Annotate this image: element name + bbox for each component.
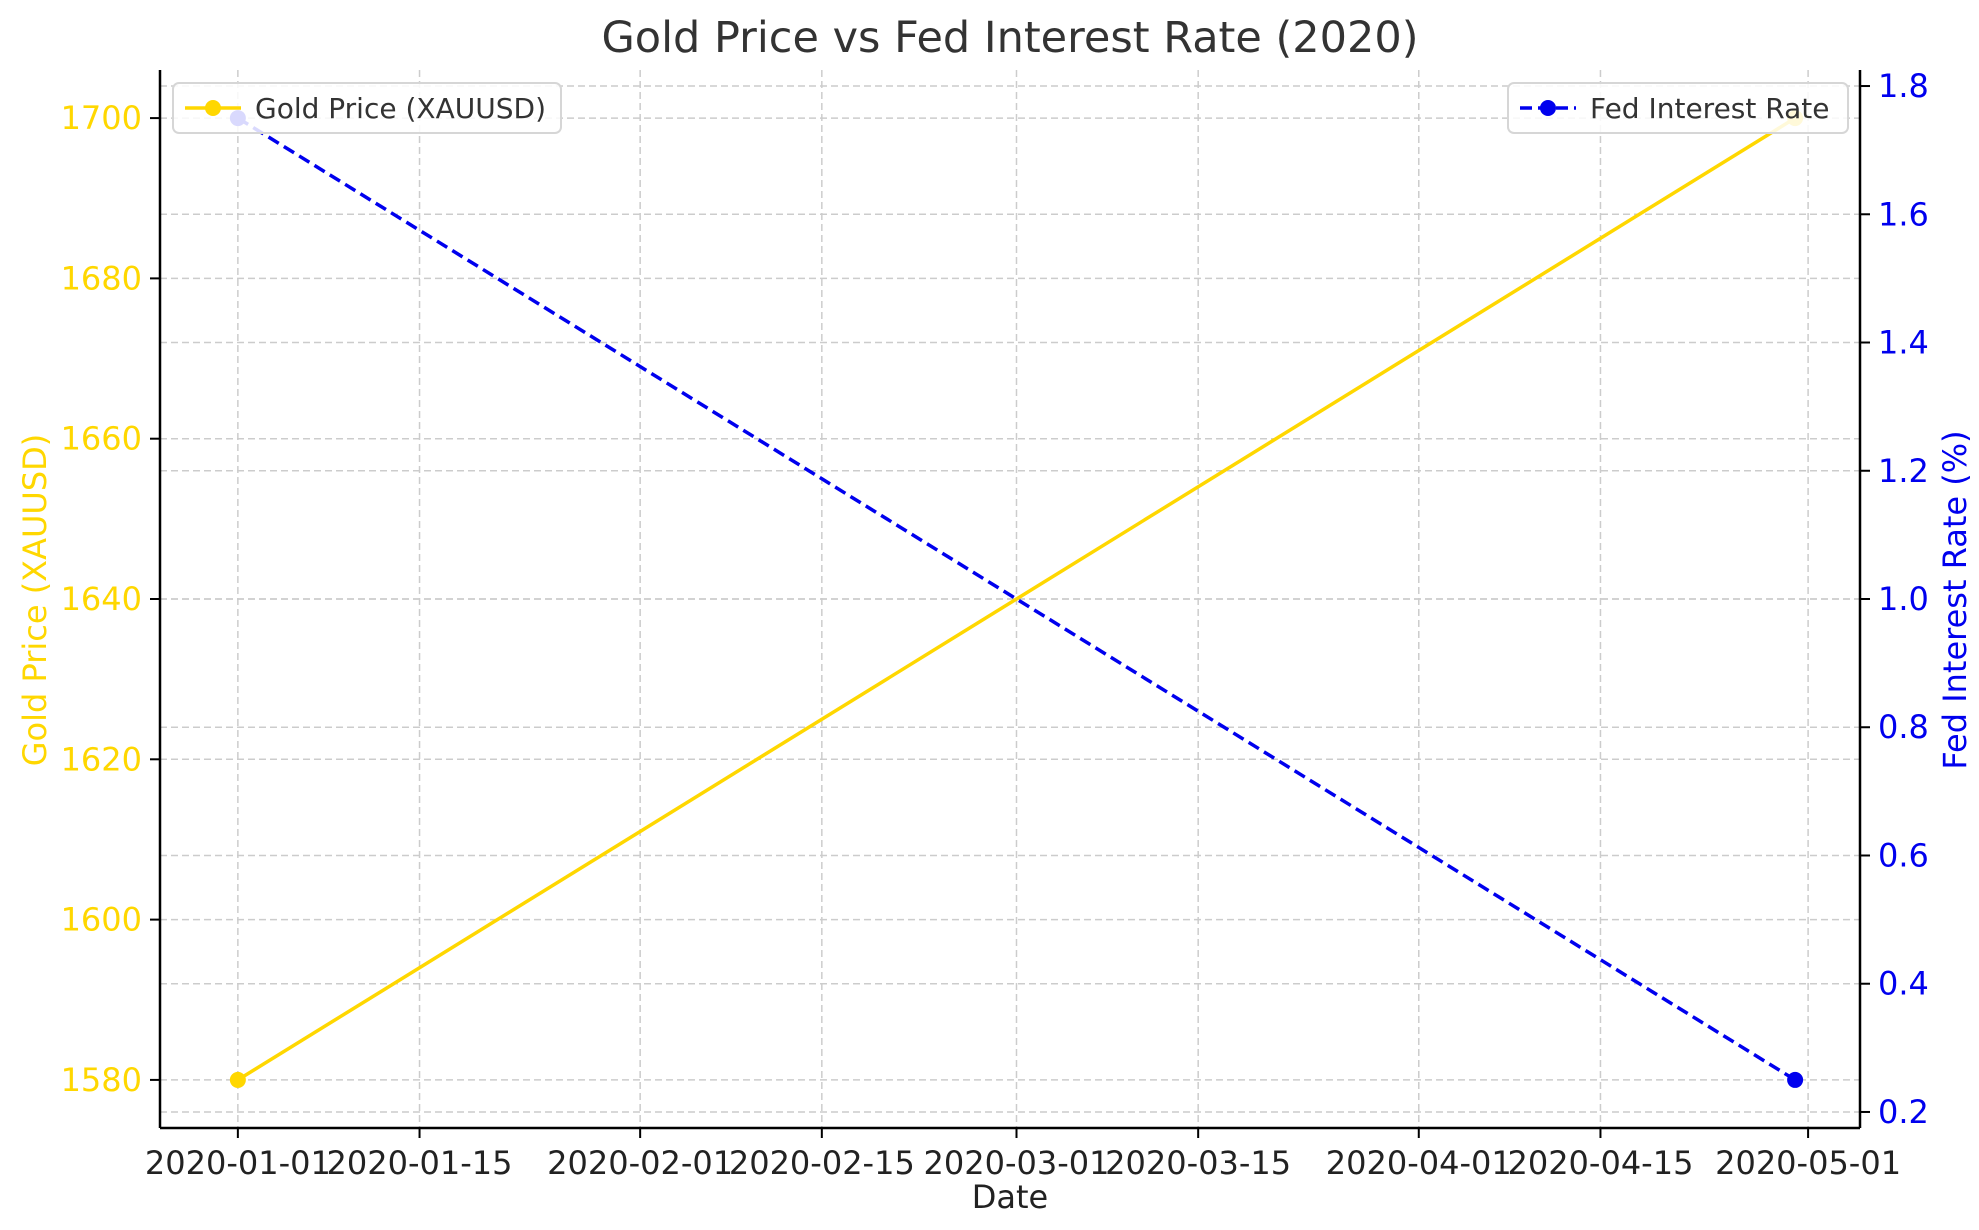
legend-box bbox=[1507, 82, 1849, 134]
y-right-tick-label: 1.6 bbox=[1878, 195, 1929, 233]
x-tick-label: 2020-03-15 bbox=[1105, 1144, 1291, 1182]
x-tick-label: 2020-02-01 bbox=[547, 1144, 733, 1182]
x-tick-label: 2020-03-01 bbox=[924, 1144, 1110, 1182]
y-right-axis-title: Fed Interest Rate (%) bbox=[1936, 430, 1974, 769]
fed-rate-point bbox=[1787, 1071, 1804, 1088]
gold-price-legend: Gold Price (XAUUSD) bbox=[172, 82, 562, 134]
y-right-tick-label: 0.4 bbox=[1878, 965, 1929, 1003]
y-left-tick-label: 1660 bbox=[61, 420, 142, 458]
y-right-tick-label: 1.8 bbox=[1878, 67, 1929, 105]
legend-marker-swatch bbox=[205, 100, 221, 116]
legend-marker-swatch bbox=[1540, 100, 1556, 116]
y-left-tick-label: 1680 bbox=[61, 259, 142, 297]
chart-title: Gold Price vs Fed Interest Rate (2020) bbox=[601, 13, 1418, 63]
x-tick-label: 2020-02-15 bbox=[729, 1144, 915, 1182]
y-left-tick-label: 1620 bbox=[61, 740, 142, 778]
legend-box bbox=[172, 82, 562, 134]
gold-price-series-line bbox=[236, 116, 1797, 1082]
gold-price-point bbox=[229, 1071, 246, 1088]
y-right-tick-label: 1.0 bbox=[1878, 580, 1929, 618]
x-tick-label: 2020-04-01 bbox=[1326, 1144, 1512, 1182]
y-right-tick-label: 0.6 bbox=[1878, 836, 1929, 874]
y-left-tick-label: 1700 bbox=[61, 99, 142, 137]
y-right-tick-label: 1.4 bbox=[1878, 324, 1929, 362]
y-right-tick-label: 0.8 bbox=[1878, 708, 1929, 746]
fed-rate-legend: Fed Interest Rate bbox=[1507, 82, 1849, 134]
y-right-tick-label: 0.2 bbox=[1878, 1093, 1929, 1131]
y-left-axis-title: Gold Price (XAUUSD) bbox=[16, 434, 54, 767]
y-left-tick-label: 1640 bbox=[61, 580, 142, 618]
legend-label: Fed Interest Rate bbox=[1590, 92, 1829, 125]
y-left-tick-label: 1600 bbox=[61, 901, 142, 939]
y-left-tick-label: 1580 bbox=[61, 1061, 142, 1099]
x-axis-title: Date bbox=[972, 1178, 1048, 1216]
x-tick-label: 2020-01-15 bbox=[327, 1144, 513, 1182]
legend-label: Gold Price (XAUUSD) bbox=[255, 92, 546, 125]
x-tick-label: 2020-05-01 bbox=[1715, 1144, 1901, 1182]
legend-layer: Gold Price (XAUUSD) Fed Interest Rate bbox=[172, 82, 1849, 134]
x-tick-label: 2020-04-15 bbox=[1507, 1144, 1693, 1182]
x-tick-label: 2020-01-01 bbox=[145, 1144, 331, 1182]
grid-layer bbox=[160, 70, 1860, 1128]
y-right-tick-label: 1.2 bbox=[1878, 452, 1929, 490]
